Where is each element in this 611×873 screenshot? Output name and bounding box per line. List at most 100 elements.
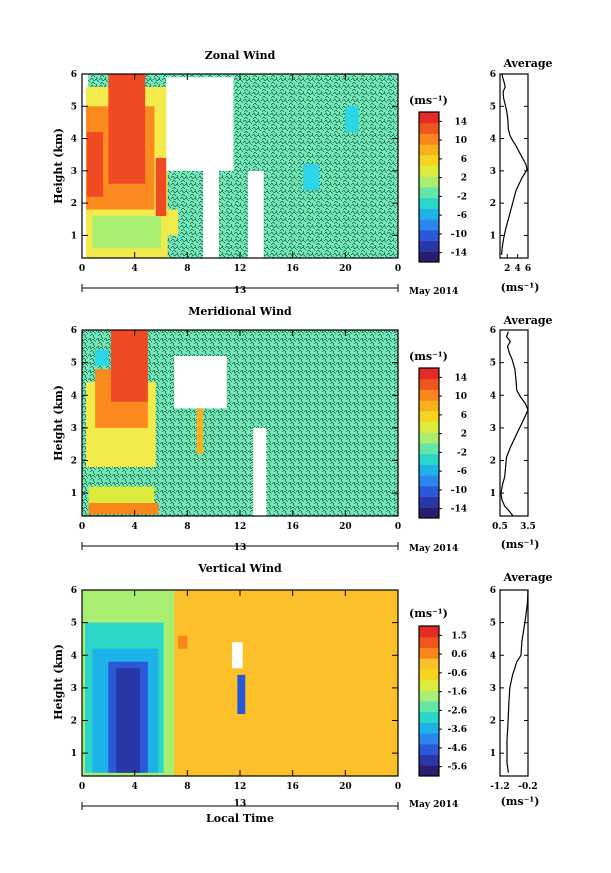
colorbar-tick-label: -14 — [451, 249, 467, 259]
x-axis-label: Local Time — [206, 812, 274, 825]
profile-y-tick-label: 6 — [490, 70, 496, 80]
y-tick-label: 6 — [71, 586, 77, 596]
profile-xlabel: (ms⁻¹) — [501, 281, 540, 294]
x-tick-label: 0 — [79, 782, 85, 792]
colorbar-segment — [419, 421, 439, 433]
colorbar-segment — [419, 743, 439, 756]
field-region — [345, 106, 359, 133]
y-tick-label: 3 — [71, 684, 77, 694]
field-region — [196, 408, 204, 454]
colorbar-segment — [419, 122, 439, 134]
colorbar-tick-label: -2.6 — [448, 706, 467, 716]
colorbar-tick-label: -4.6 — [448, 744, 467, 754]
zonal-wind-panel: Zonal Wind Height (km) (ms⁻¹) 13 May 201… — [52, 49, 553, 297]
colorbar-segment — [419, 187, 439, 199]
x-tick-label: 8 — [184, 782, 190, 792]
x-tick-label: 0 — [79, 264, 85, 274]
colorbar-segment — [419, 251, 439, 263]
field-region — [116, 668, 140, 773]
x-tick-label: 0 — [395, 522, 401, 532]
meridional-wind-panel: Meridional Wind Height (km) (ms⁻¹) 13 Ma… — [52, 305, 553, 554]
profile-y-tick-label: 1 — [490, 231, 496, 241]
colorbar-tick-label: -2 — [457, 192, 467, 202]
profile-x-tick-label: 3.5 — [520, 522, 536, 532]
profile-x-tick-label: 6 — [525, 264, 531, 274]
colorbar-segment — [419, 368, 439, 380]
colorbar-segment — [419, 432, 439, 444]
colorbar-segment — [419, 507, 439, 519]
field-region — [92, 216, 161, 249]
field-region — [87, 132, 104, 197]
y-tick-label: 4 — [71, 135, 77, 145]
colorbar-segment — [419, 176, 439, 188]
colorbar-tick-label: 6 — [461, 155, 467, 165]
month-label: May 2014 — [409, 544, 458, 554]
colorbar-tick-label: 10 — [454, 136, 467, 146]
y-tick-label: 2 — [71, 457, 77, 467]
colorbar-segment — [419, 733, 439, 745]
profile-y-tick-label: 2 — [490, 199, 496, 209]
profile-frame — [499, 73, 529, 259]
y-tick-label: 2 — [71, 717, 77, 727]
panel-title: Vertical Wind — [197, 562, 282, 575]
colorbar-segment — [419, 389, 439, 401]
colorbar-unit: (ms⁻¹) — [409, 94, 448, 107]
colorbar-tick-label: 0.6 — [451, 650, 467, 660]
y-tick-label: 5 — [71, 359, 77, 369]
field-region — [303, 164, 319, 191]
colorbar-tick-label: -10 — [451, 486, 467, 496]
field-region — [155, 157, 167, 217]
profile-y-tick-label: 6 — [490, 586, 496, 596]
colorbar-segment — [419, 626, 439, 638]
colorbar-tick-label: -2 — [457, 448, 467, 458]
colorbar-segment — [419, 208, 439, 220]
x-tick-label: 20 — [339, 522, 352, 532]
data-gap — [253, 427, 267, 516]
x-tick-label: 20 — [339, 782, 352, 792]
colorbar-segment — [419, 765, 439, 777]
y-axis-label: Height (km) — [52, 128, 65, 204]
x-tick-label: 0 — [395, 264, 401, 274]
profile-x-tick-label: 4 — [514, 264, 520, 274]
profile-y-tick-label: 5 — [490, 359, 496, 369]
profile-x-tick-label: 2 — [504, 264, 510, 274]
colorbar-segment — [419, 229, 439, 242]
data-gap — [166, 77, 234, 171]
y-axis-label: Height (km) — [52, 385, 65, 461]
data-gap — [203, 151, 219, 258]
month-label: May 2014 — [409, 800, 458, 810]
profile-y-tick-label: 1 — [490, 489, 496, 499]
colorbar-tick-label: -10 — [451, 230, 467, 240]
x-tick-label: 8 — [184, 264, 190, 274]
field-region — [237, 674, 246, 714]
x-tick-label: 12 — [234, 522, 247, 532]
profile-frame — [499, 329, 529, 517]
data-gap — [82, 74, 88, 258]
profile-y-tick-label: 2 — [490, 457, 496, 467]
profile-y-tick-label: 3 — [490, 684, 496, 694]
colorbar-segment — [419, 443, 439, 455]
profile-line — [500, 331, 529, 517]
colorbar-tick-label: -6 — [457, 467, 467, 477]
colorbar-tick-label: -1.6 — [448, 688, 467, 698]
x-tick-label: 0 — [395, 782, 401, 792]
y-tick-label: 6 — [71, 326, 77, 336]
y-tick-label: 5 — [71, 619, 77, 629]
colorbar-segment — [419, 485, 439, 498]
field-region — [95, 349, 109, 366]
field-region — [88, 502, 159, 515]
colorbar-segment — [419, 464, 439, 476]
colorbar-segment — [419, 679, 439, 691]
profile-title: Average — [502, 314, 552, 327]
colorbar-tick-label: 6 — [461, 411, 467, 421]
panel-title: Zonal Wind — [205, 49, 276, 62]
colorbar-segment — [419, 711, 439, 723]
profile-x-tick-label: -1.2 — [490, 782, 509, 792]
y-tick-label: 1 — [71, 489, 77, 499]
colorbar-segment — [419, 378, 439, 390]
x-tick-label: 12 — [234, 264, 247, 274]
colorbar-segment — [419, 496, 439, 508]
colorbar-tick-label: 1.5 — [451, 631, 467, 641]
colorbar-frame — [418, 111, 440, 263]
profile-line — [501, 73, 528, 255]
